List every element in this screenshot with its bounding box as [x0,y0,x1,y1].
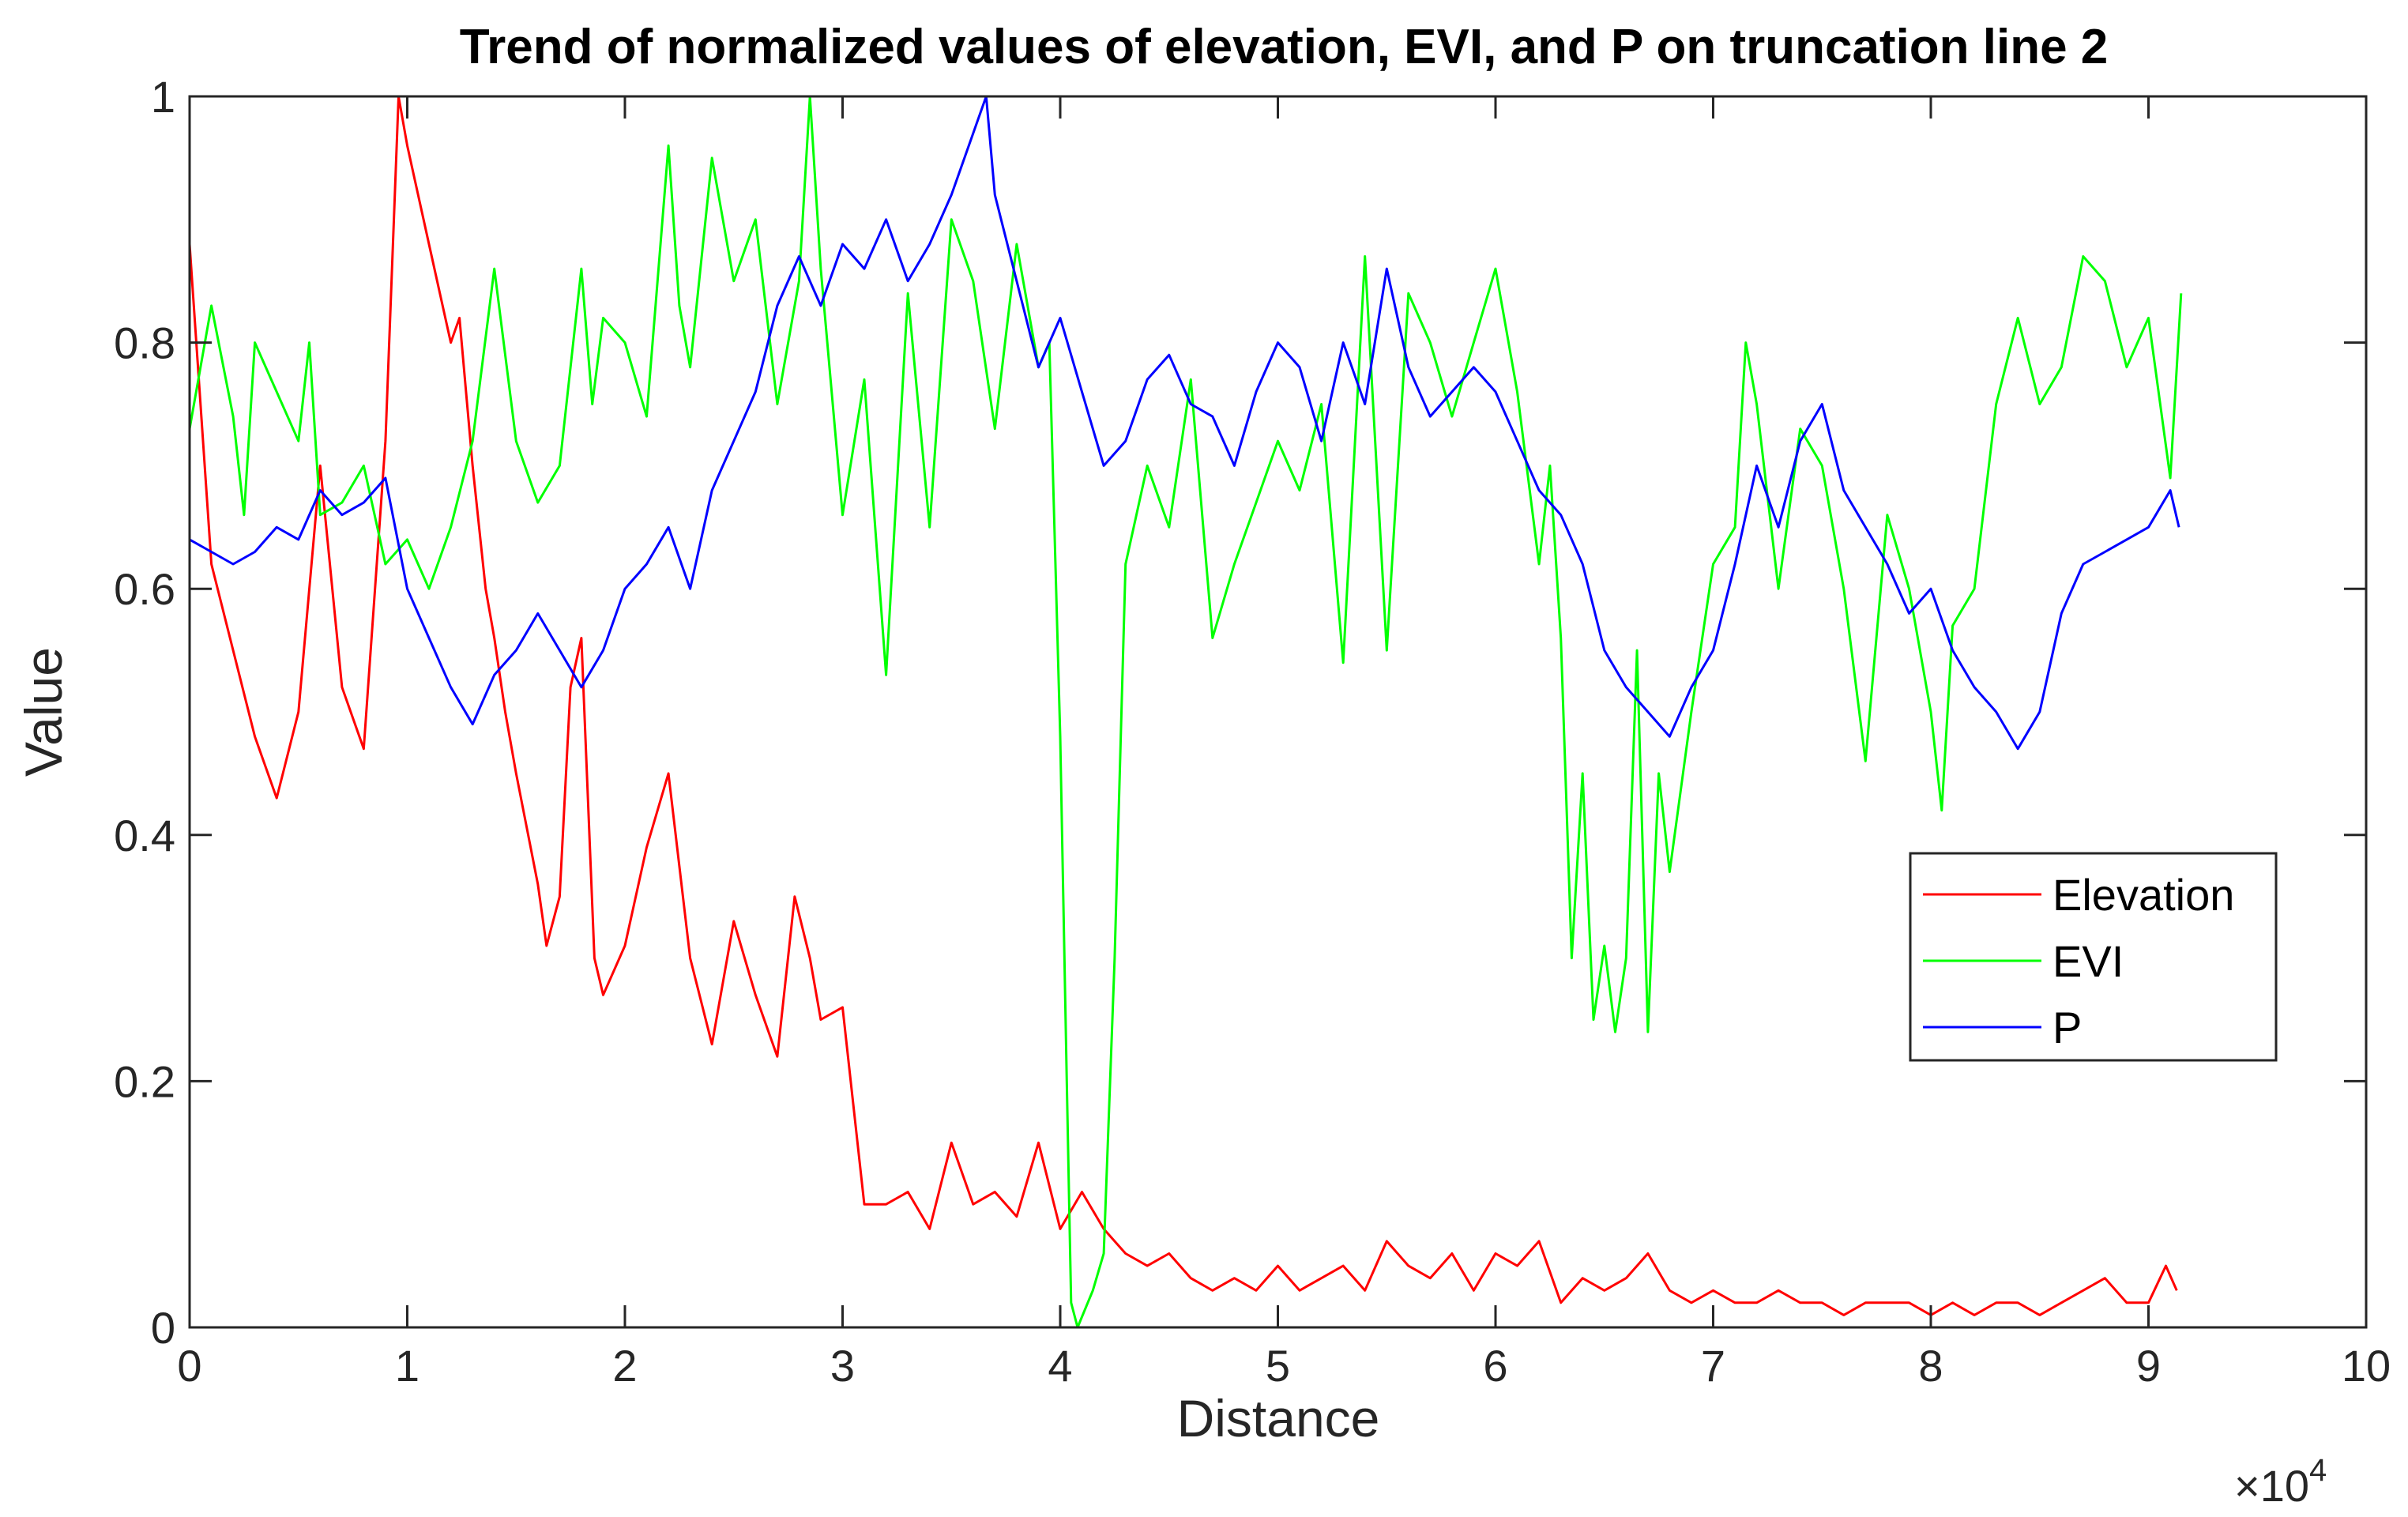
x-tick-label: 10 [2342,1341,2391,1391]
y-axis-ticks: 0 0.2 0.4 0.6 0.8 1 [114,72,2366,1353]
x-tick-label: 5 [1266,1341,1290,1391]
y-tick-label: 0 [151,1303,175,1353]
y-tick-label: 0.4 [114,811,175,860]
legend-label-evi: EVI [2052,936,2124,986]
legend-label-p: P [2052,1003,2082,1052]
y-axis-label: Value [14,647,73,777]
chart-title: Trend of normalized values of elevation,… [460,20,2109,74]
series-layer [188,95,2183,1329]
y-tick-label: 0.8 [114,318,175,368]
x-axis-exponent-power: 4 [2309,1453,2327,1488]
legend: Elevation EVI P [1909,852,2278,1062]
x-tick-label: 0 [177,1341,201,1391]
x-tick-label: 1 [395,1341,420,1391]
x-axis-label: Distance [1177,1389,1380,1447]
x-tick-label: 2 [612,1341,637,1391]
x-tick-label: 7 [1701,1341,1725,1391]
legend-label-elevation: Elevation [2052,870,2234,920]
y-tick-label: 1 [151,72,175,122]
series-line-p [189,95,2180,751]
x-tick-label: 3 [830,1341,855,1391]
series-line-evi [188,95,2183,1329]
y-tick-label: 0.2 [114,1056,175,1106]
x-axis-ticks: 0 1 2 3 4 5 6 7 8 9 10 [177,96,2391,1391]
x-tick-label: 6 [1483,1341,1507,1391]
x-tick-label: 4 [1048,1341,1072,1391]
legend-box [1909,852,2278,1062]
x-tick-label: 8 [1918,1341,1943,1391]
y-tick-label: 0.6 [114,564,175,614]
x-axis-exponent: ×104 [2234,1453,2327,1511]
legend-entries: Elevation EVI P [1923,870,2234,1052]
x-axis-exponent-base: ×10 [2234,1461,2309,1511]
x-tick-label: 9 [2136,1341,2161,1391]
